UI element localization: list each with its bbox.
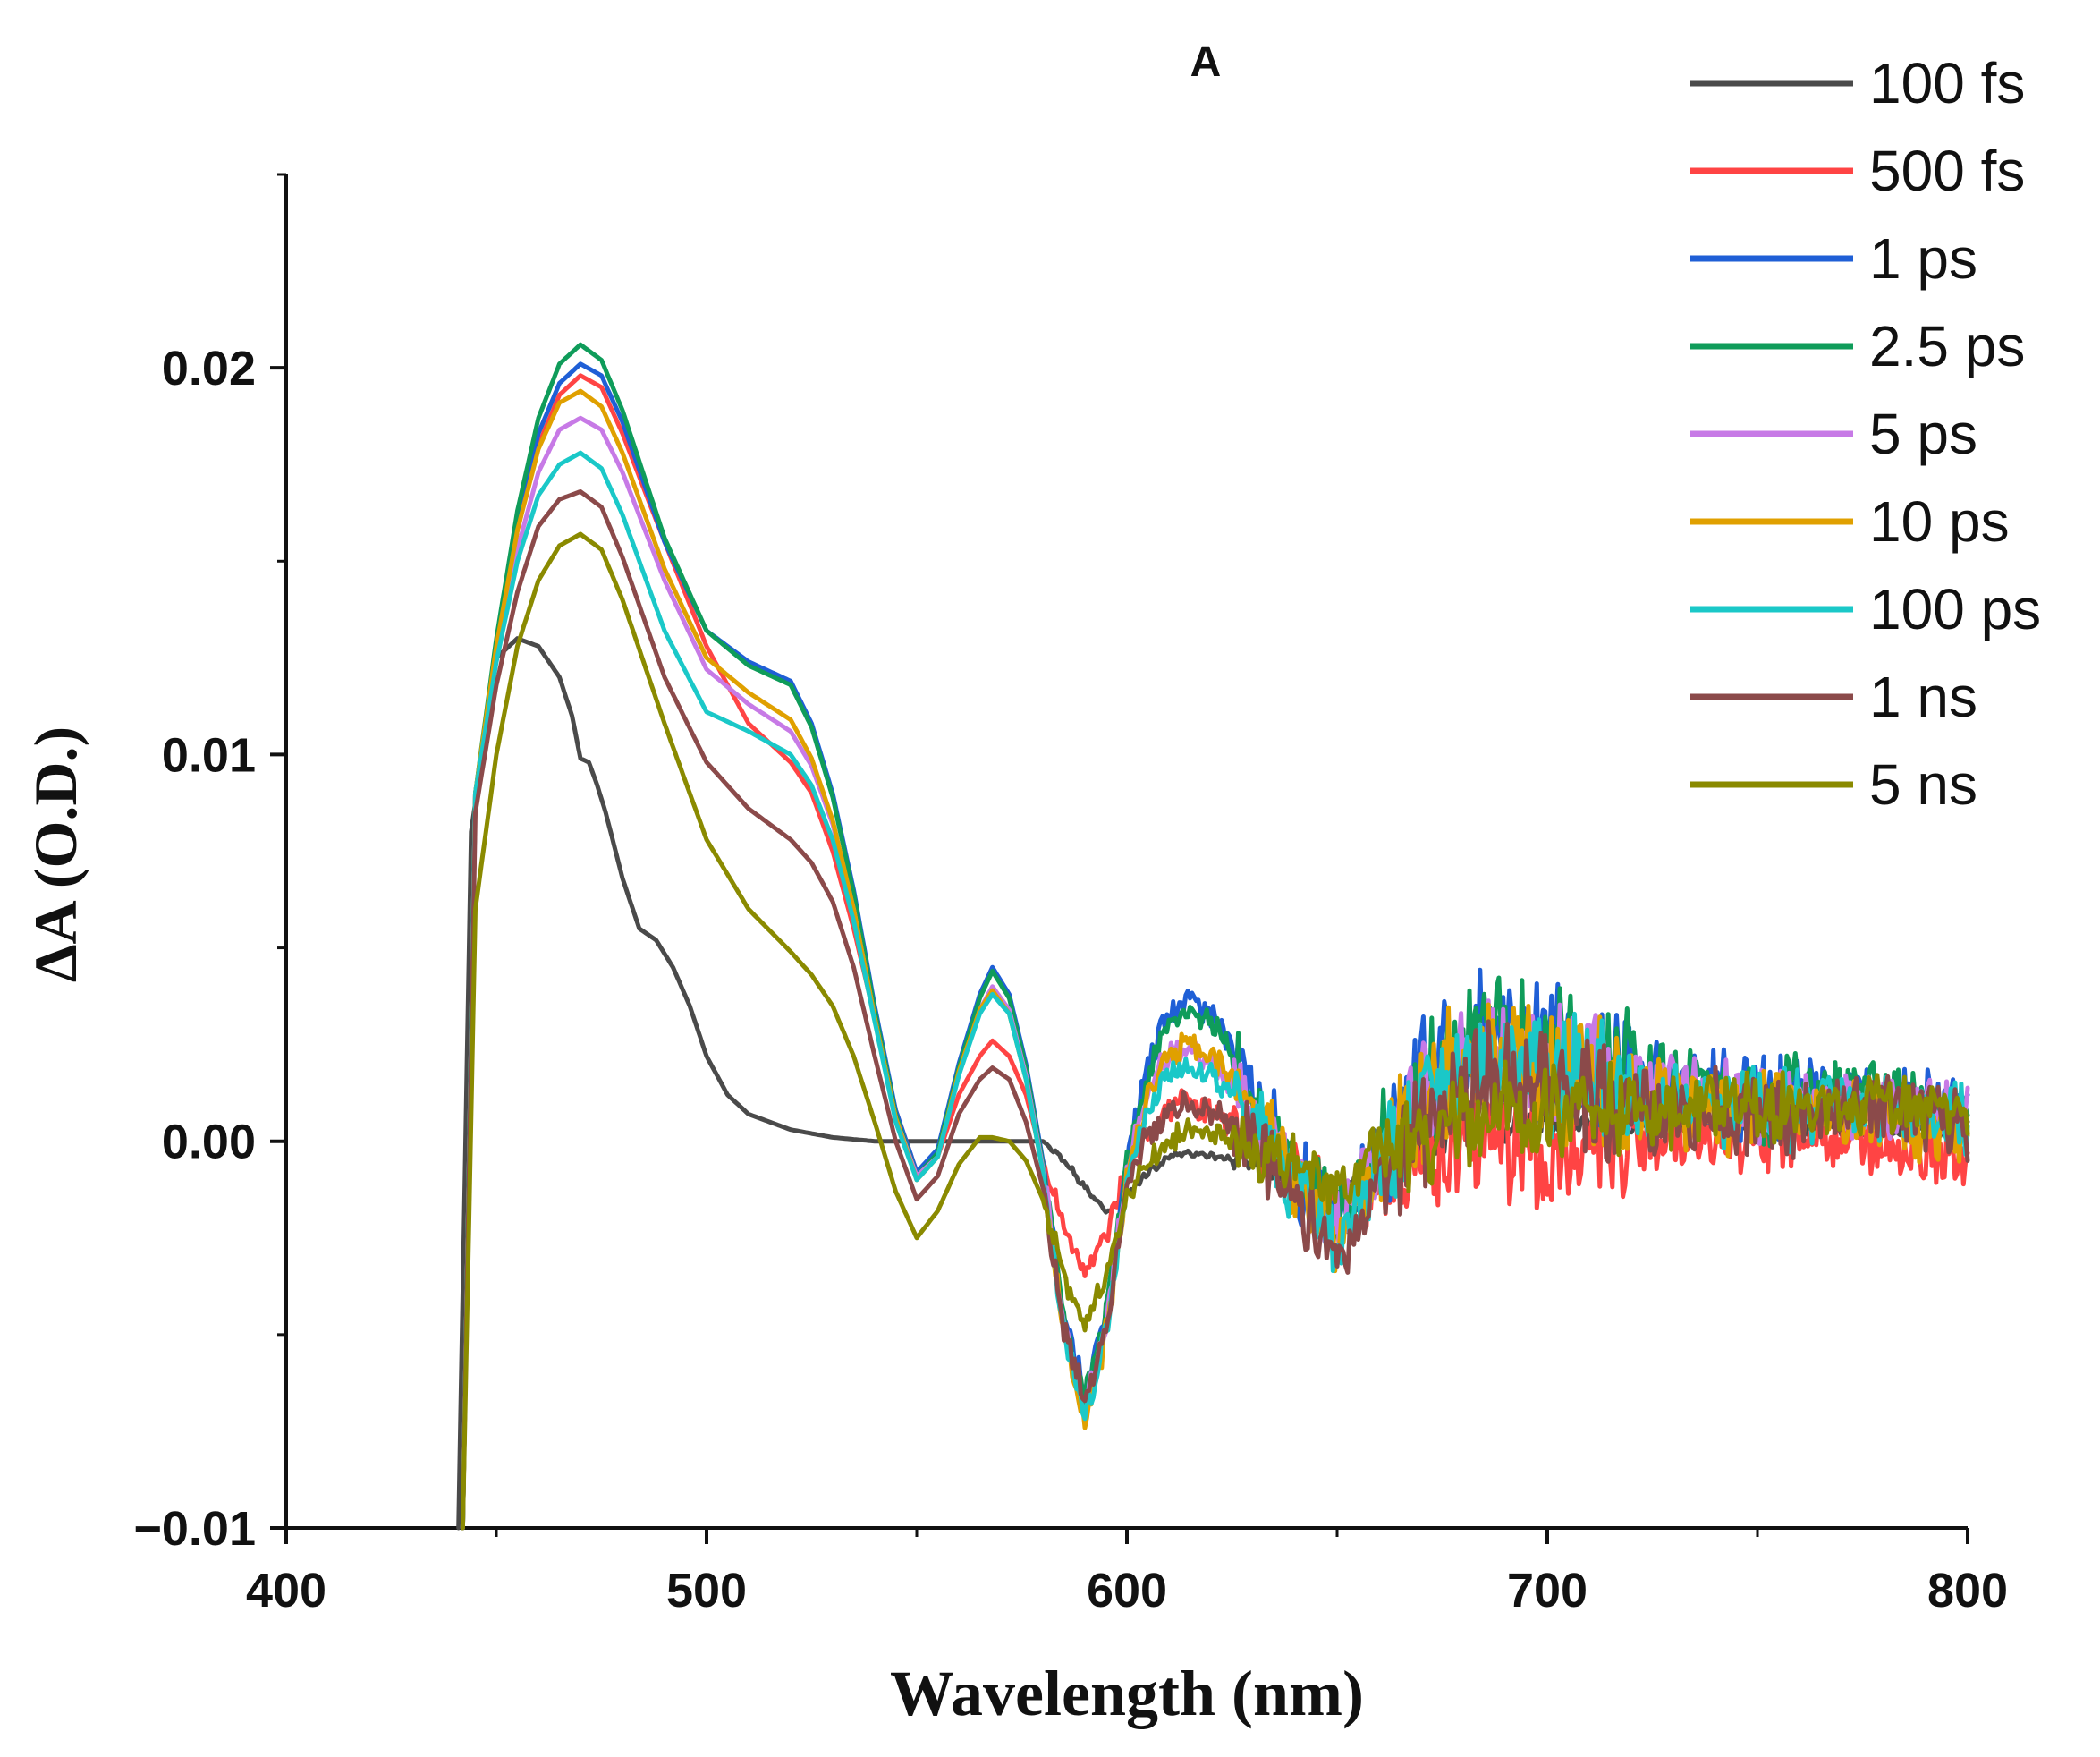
x-tick-label: 700: [1507, 1564, 1588, 1617]
legend-label-500-fs: 500 fs: [1869, 139, 2025, 203]
axis-ticks: 400 500 600 700 800 −0.01 0.00 0.01 0.02: [133, 173, 2008, 1617]
x-tick-label: 400: [246, 1564, 326, 1617]
y-tick-label: 0.00: [162, 1116, 256, 1169]
legend-label-2-5-ps: 2.5 ps: [1869, 314, 2025, 378]
series-line-5-ns: [460, 531, 1970, 1531]
legend-label-100-ps: 100 ps: [1869, 577, 2041, 641]
x-tick-label: 600: [1087, 1564, 1167, 1617]
series-line-100-ps: [460, 450, 1970, 1531]
y-tick-label: 0.01: [162, 728, 256, 782]
chart-title: A: [1190, 38, 1222, 86]
legend-label-5-ps: 5 ps: [1869, 402, 1977, 466]
legend-label-10-ps: 10 ps: [1869, 489, 2010, 554]
x-axis-title: Wavelength (nm): [890, 1658, 1364, 1729]
plot-area: 400 500 600 700 800 −0.01 0.00 0.01 0.02: [133, 173, 2008, 1617]
series-group: [456, 342, 1970, 1531]
legend-label-1-ns: 1 ns: [1869, 665, 1977, 729]
legend: 100 fs 500 fs 1 ps 2.5 ps 5 ps 10 ps 100 ps 1 n…: [1690, 51, 2041, 817]
legend-label-100-fs: 100 fs: [1869, 51, 2025, 115]
x-tick-label: 500: [666, 1564, 747, 1617]
series-line-1-ps: [460, 361, 1970, 1531]
y-tick-label: 0.02: [162, 342, 256, 395]
legend-label-1-ps: 1 ps: [1869, 226, 1977, 291]
x-tick-label: 800: [1927, 1564, 2008, 1617]
series-line-500-fs: [460, 373, 1970, 1531]
series-line-5-ps: [460, 415, 1970, 1531]
legend-label-5-ns: 5 ns: [1869, 752, 1977, 817]
y-axis-title: ΔA (O.D.): [21, 726, 89, 982]
series-line-10-ps: [460, 388, 1970, 1531]
series-line-1-ns: [460, 489, 1970, 1531]
y-tick-label: −0.01: [133, 1502, 256, 1556]
